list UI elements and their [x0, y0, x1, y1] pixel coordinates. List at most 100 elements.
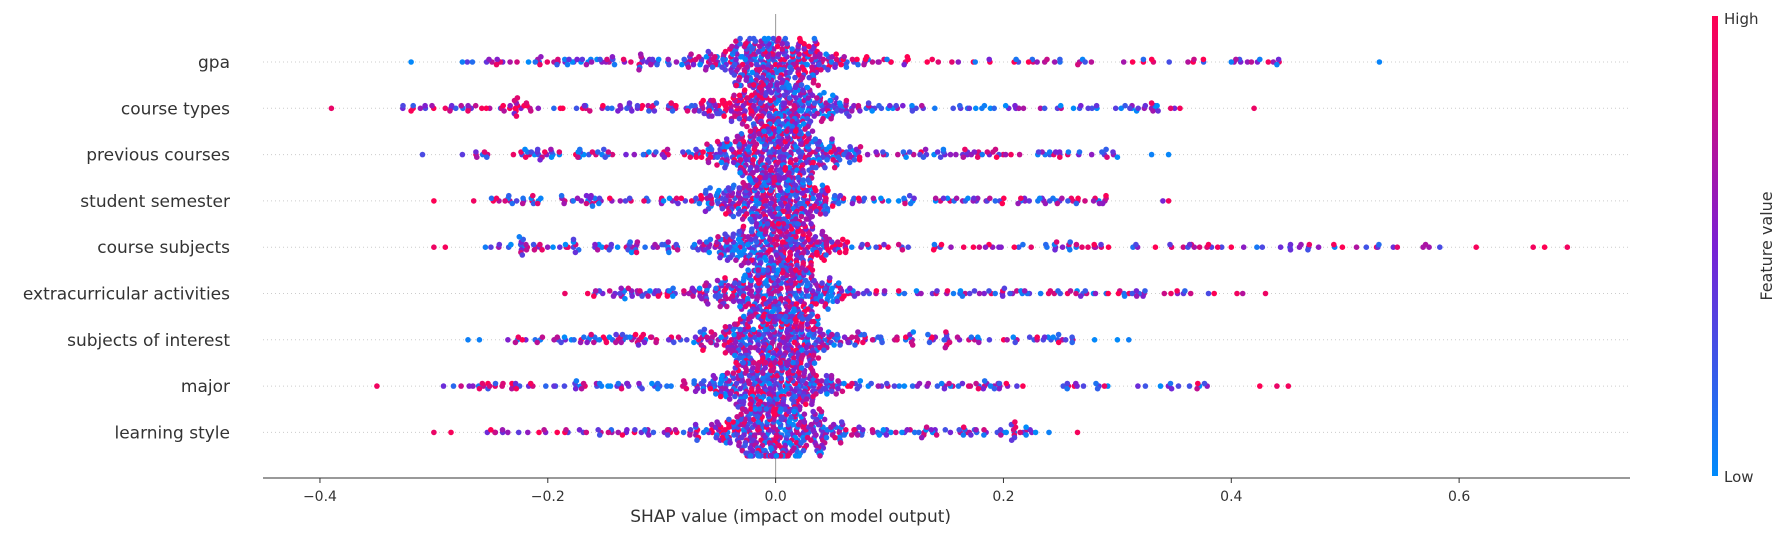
- shap-point: [792, 84, 799, 91]
- shap-point: [544, 244, 551, 250]
- colorbar-high-label: High: [1724, 10, 1758, 28]
- shap-point: [959, 293, 966, 299]
- shap-point: [493, 61, 500, 68]
- shap-point: [629, 293, 635, 299]
- shap-point: [909, 102, 915, 109]
- shap-point: [1004, 337, 1010, 343]
- shap-point: [1026, 334, 1033, 341]
- shap-point: [589, 203, 596, 209]
- shap-point: [534, 339, 540, 346]
- shap-point: [737, 35, 743, 42]
- shap-point: [1112, 105, 1119, 112]
- shap-point: [762, 174, 769, 181]
- shap-point: [606, 288, 613, 294]
- shap-point: [637, 51, 644, 57]
- feature-label: previous courses: [86, 146, 230, 166]
- shap-point: [1274, 61, 1280, 68]
- shap-point: [827, 275, 833, 281]
- shap-point: [803, 277, 809, 284]
- shap-point: [1201, 380, 1208, 387]
- shap-point: [755, 267, 762, 273]
- shap-point: [673, 195, 680, 202]
- shap-point: [1015, 244, 1022, 250]
- shap-point: [1088, 59, 1095, 65]
- shap-point: [574, 56, 580, 63]
- shap-point: [570, 236, 577, 243]
- shap-point: [596, 380, 603, 387]
- shap-point: [805, 177, 811, 183]
- shap-point: [751, 102, 757, 109]
- shap-point: [761, 35, 768, 42]
- shap-point: [655, 293, 662, 299]
- shap-point: [1036, 195, 1043, 202]
- shap-point: [609, 105, 615, 112]
- shap-point: [841, 432, 848, 438]
- shap-point: [734, 133, 741, 140]
- shap-point: [770, 35, 777, 42]
- shap-point: [797, 35, 803, 42]
- shap-point: [776, 313, 783, 320]
- shap-point: [510, 151, 517, 158]
- shap-point: [584, 339, 590, 346]
- shap-point: [941, 337, 947, 343]
- shap-point: [581, 102, 588, 109]
- shap-point: [721, 113, 727, 119]
- shap-point: [821, 347, 827, 354]
- shap-point: [730, 231, 737, 237]
- shap-point: [813, 164, 819, 171]
- shap-point: [499, 427, 506, 433]
- shap-point: [918, 290, 924, 297]
- shap-point: [955, 59, 962, 65]
- shap-point: [973, 380, 979, 387]
- shap-point: [855, 195, 862, 202]
- shap-point: [537, 61, 543, 68]
- shap-point: [570, 198, 576, 204]
- shap-point: [1079, 244, 1085, 250]
- shap-point: [458, 383, 464, 389]
- shap-point: [516, 234, 523, 240]
- shap-point: [557, 244, 563, 250]
- shap-point: [821, 257, 827, 264]
- shap-point: [1168, 290, 1174, 297]
- shap-point: [530, 200, 537, 207]
- shap-point: [913, 288, 920, 294]
- shap-point: [895, 288, 902, 294]
- shap-point: [755, 347, 762, 354]
- shap-point: [742, 41, 749, 47]
- shap-point: [929, 56, 935, 63]
- shap-point: [760, 267, 766, 273]
- shap-point: [647, 334, 654, 341]
- shap-point: [707, 192, 713, 199]
- shap-point: [968, 432, 974, 438]
- shap-point: [1150, 108, 1156, 114]
- shap-point: [696, 108, 702, 114]
- shap-point: [904, 54, 911, 60]
- shap-point: [500, 380, 506, 387]
- shap-point: [579, 56, 586, 63]
- shap-point: [810, 370, 816, 376]
- shap-point: [431, 429, 437, 436]
- shap-point: [1376, 59, 1383, 65]
- shap-point: [626, 195, 633, 202]
- shap-point: [703, 54, 710, 60]
- shap-point: [971, 149, 978, 155]
- shap-point: [492, 380, 499, 387]
- shap-point: [697, 61, 703, 68]
- shap-point: [1186, 383, 1193, 389]
- shap-point: [693, 195, 699, 202]
- shap-point: [696, 200, 703, 207]
- shap-point: [932, 195, 939, 202]
- shap-point: [1067, 247, 1073, 253]
- shap-point: [931, 241, 938, 248]
- shap-point: [819, 182, 826, 189]
- shap-point: [486, 56, 492, 63]
- shap-point: [895, 198, 902, 204]
- shap-point: [561, 383, 568, 389]
- shap-point: [903, 154, 909, 160]
- shap-point: [1115, 290, 1122, 297]
- shap-point: [806, 43, 812, 50]
- shap-point: [1001, 285, 1008, 292]
- shap-point: [1008, 437, 1015, 444]
- shap-point: [682, 198, 689, 204]
- shap-point: [637, 288, 643, 294]
